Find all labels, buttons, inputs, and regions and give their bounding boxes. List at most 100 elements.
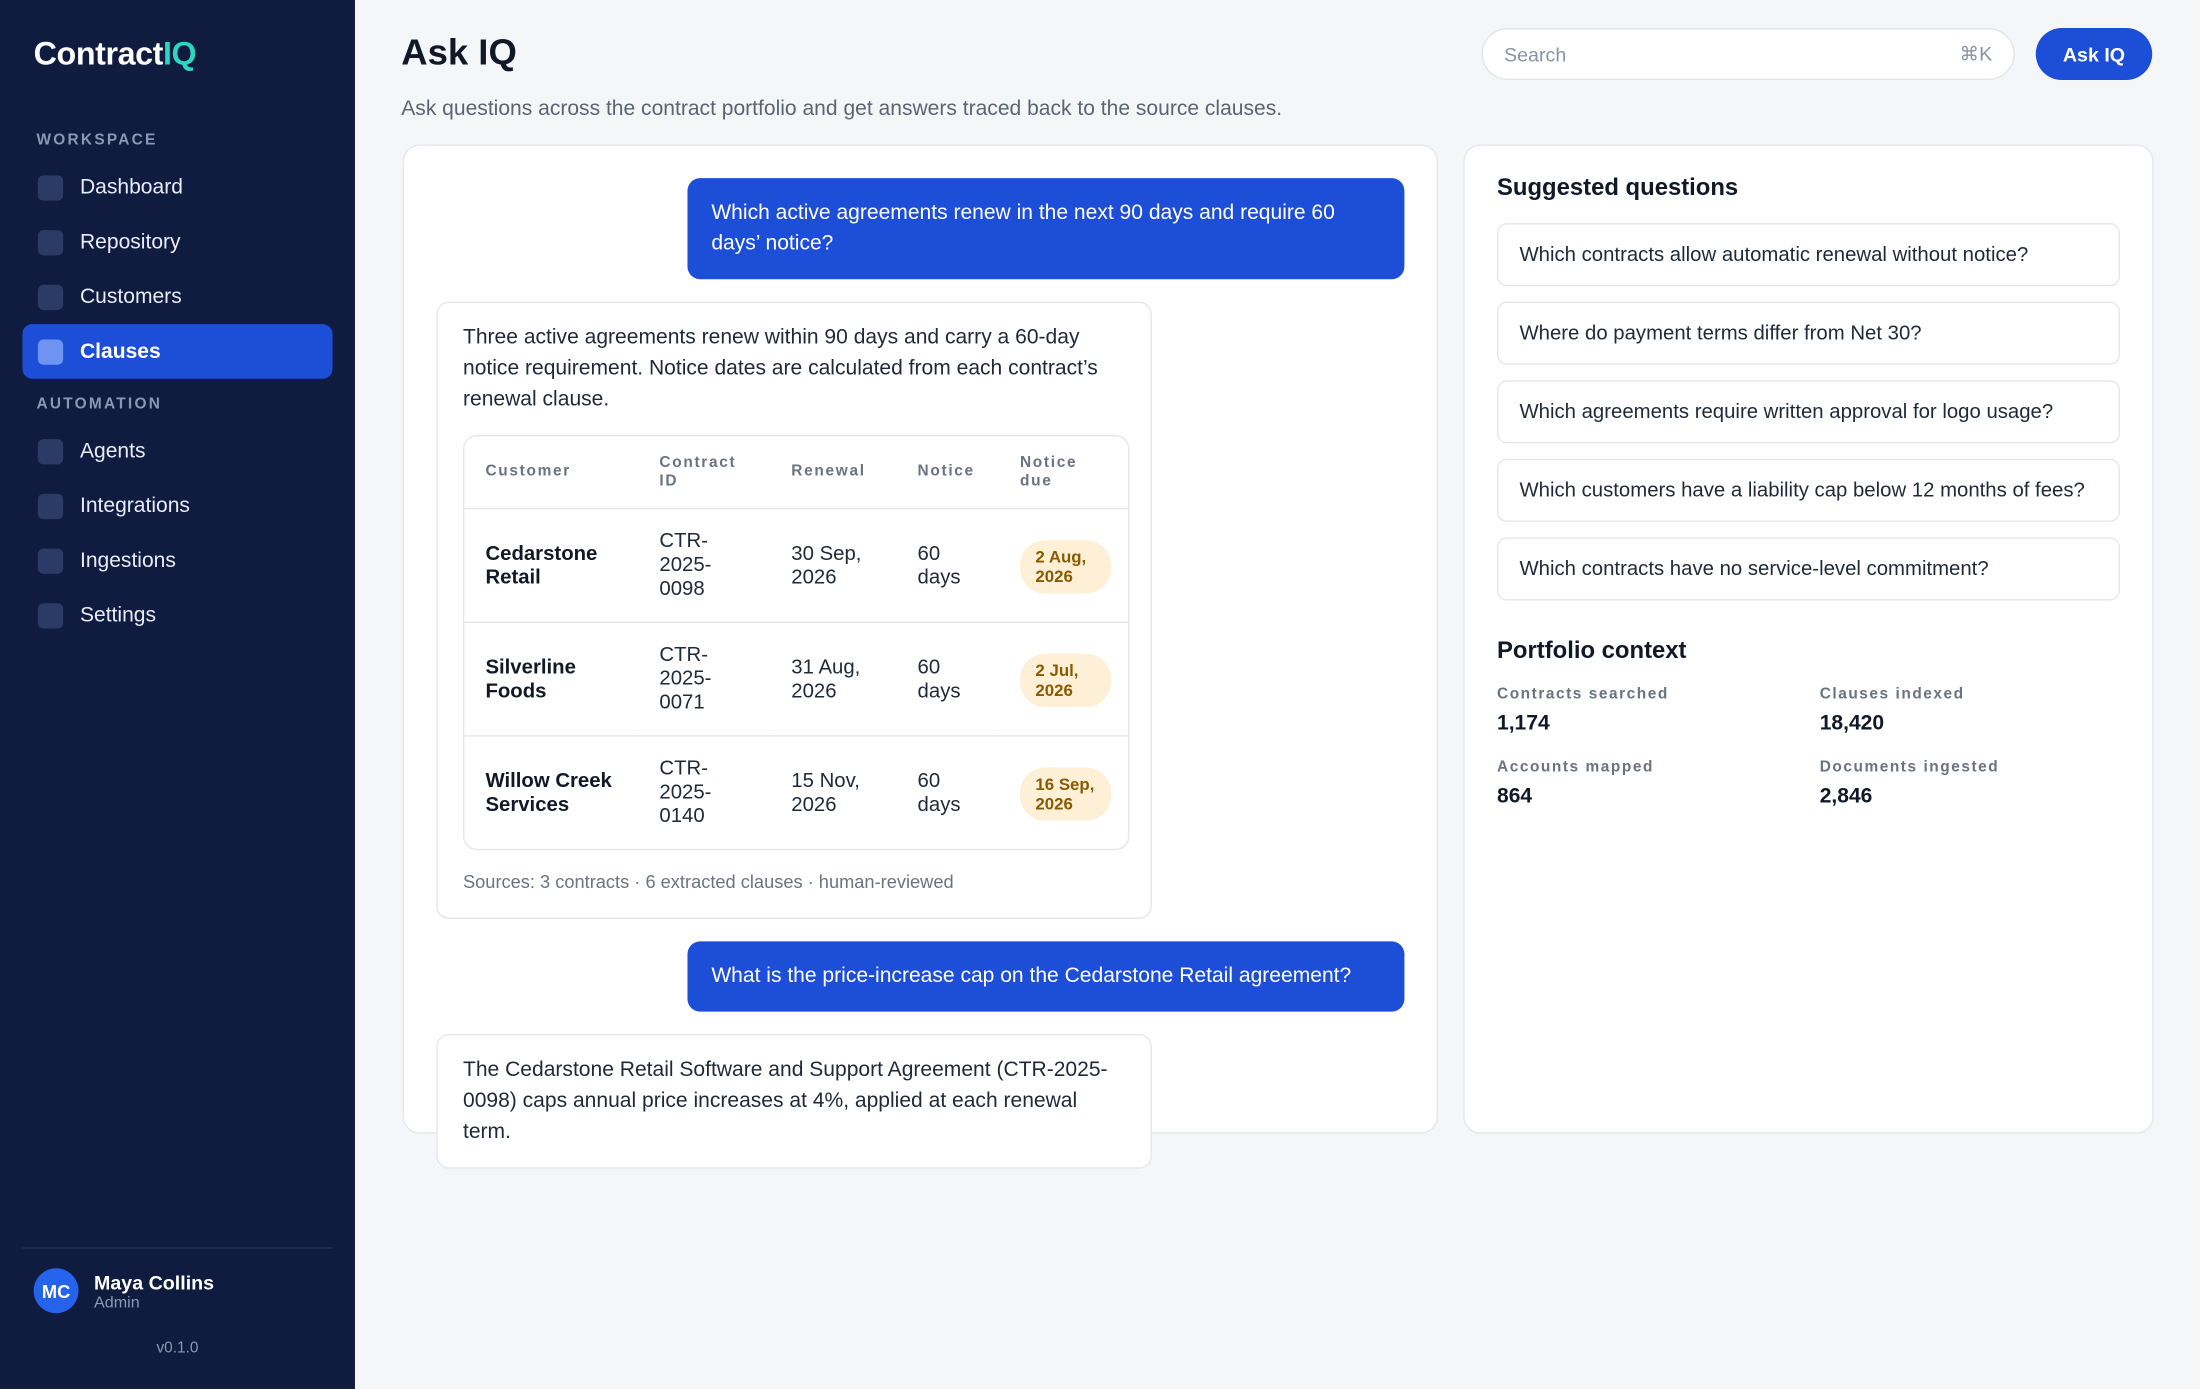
due-pill: 2 Jul, 2026: [1019, 653, 1112, 707]
stat: Documents ingested 2,846: [1820, 759, 2143, 808]
nav-icon: [37, 438, 64, 464]
suggested-question[interactable]: Which contracts allow automatic renewal …: [1497, 223, 2120, 287]
table-head: Customer Contract ID Renewal Notice Notice d…: [464, 436, 1129, 510]
nav-section-label: AUTOMATION: [36, 395, 163, 413]
stat-label: Accounts mapped: [1497, 759, 1654, 776]
suggested-question[interactable]: Which customers have a liability cap bel…: [1497, 458, 2120, 522]
assistant-message: Three active agreements renew within 90 …: [436, 301, 1152, 919]
chat-panel: Which active agreements renew in the nex…: [402, 144, 1439, 1169]
user-role: Admin: [94, 1294, 140, 1312]
nav-label: Customers: [79, 284, 182, 309]
stat-label: Contracts searched: [1497, 686, 1669, 703]
page-title: Ask IQ: [401, 30, 517, 73]
table-cell: 2 Aug, 2026: [998, 509, 1129, 623]
nav-item[interactable]: Settings: [22, 588, 332, 643]
suggested-list: Which contracts allow automatic renewal …: [1497, 223, 2120, 601]
nav-item[interactable]: Agents: [22, 424, 332, 479]
avatar[interactable]: MC: [33, 1268, 79, 1314]
nav-item[interactable]: Integrations: [22, 478, 332, 533]
table-cell: 2 Jul, 2026: [998, 623, 1129, 737]
nav-label: Agents: [79, 439, 146, 463]
column-header: Renewal: [770, 436, 897, 510]
table-cell: Silverline Foods: [464, 623, 639, 737]
portfolio-stats: Contracts searched 1,174 Clauses indexed 18…: [1497, 686, 2120, 808]
user-message: Which active agreements renew in the nex…: [687, 178, 1405, 280]
table-cell: 30 Sep, 2026: [770, 509, 897, 623]
user-name: Maya Collins: [94, 1271, 215, 1294]
stat: Contracts searched 1,174: [1497, 686, 1820, 735]
nav-icon: [37, 229, 64, 255]
nav-label: Integrations: [79, 493, 190, 518]
assistant-message: The Cedarstone Retail Software and Suppo…: [436, 1034, 1152, 1169]
column-header: Contract ID: [638, 436, 771, 510]
user-message: What is the price-increase cap on the Ce…: [687, 941, 1405, 1012]
brand-prefix: Contract: [33, 35, 164, 72]
nav-label: Settings: [79, 603, 157, 628]
nav-icon: [37, 547, 64, 574]
message-text: Which active agreements renew in the nex…: [711, 200, 1335, 256]
stat-value: 1,174: [1497, 711, 1550, 736]
nav-item[interactable]: Repository: [22, 215, 332, 270]
table-cell: CTR-2025-0071: [638, 623, 771, 737]
stat: Clauses indexed 18,420: [1820, 686, 2143, 735]
column-header: Notice: [896, 436, 999, 510]
nav-section: AUTOMATION Agents Integrations Ingestions Se…: [22, 387, 332, 642]
suggested-question[interactable]: Where do payment terms differ from Net 3…: [1497, 301, 2120, 365]
due-pill: 2 Aug, 2026: [1019, 539, 1112, 593]
column-header: Notice due: [998, 436, 1129, 510]
page-subtitle: Ask questions across the contract portfo…: [401, 96, 1283, 121]
suggested-question[interactable]: Which agreements require written approva…: [1497, 380, 2120, 444]
table-cell: 31 Aug, 2026: [770, 623, 897, 737]
sources: Sources: 3 contracts · 6 extracted claus…: [462, 871, 954, 893]
table-cell: Willow Creek Services: [485, 769, 612, 816]
portfolio-title: Portfolio context: [1497, 636, 1687, 664]
header-row: Customer Contract ID Renewal Notice Notice d…: [464, 436, 1129, 510]
nav-icon: [37, 338, 64, 365]
nav-section: WORKSPACE Dashboard Repository Customers Cla…: [22, 123, 333, 379]
table-cell: 16 Sep, 2026: [999, 737, 1128, 849]
nav-item[interactable]: Ingestions: [22, 533, 332, 588]
table-row: Silverline Foods CTR-2025-0071 31 Aug, 202…: [464, 623, 1129, 737]
search-shortcut: ⌘K: [1959, 42, 1993, 65]
stat-value: 2,846: [1819, 784, 1873, 809]
version: v0.1.0: [156, 1339, 199, 1357]
suggested-question[interactable]: Which contracts have no service-level co…: [1497, 537, 2120, 601]
ask-button[interactable]: Ask IQ: [2035, 28, 2153, 80]
side-panel: Suggested questions Which contracts allo…: [1463, 144, 2154, 1134]
nav-icon: [37, 493, 64, 519]
table-cell: 60 days: [896, 623, 999, 737]
nav-label: Ingestions: [79, 548, 176, 573]
nav-label: Clauses: [79, 339, 161, 364]
search-box[interactable]: Search ⌘K: [1481, 28, 2015, 80]
column-header: Customer: [464, 436, 639, 510]
table-cell: Cedarstone Retail: [464, 509, 639, 623]
table-cell: 15 Nov, 2026: [791, 769, 860, 816]
nav: WORKSPACE Dashboard Repository Customers Cla…: [22, 123, 333, 642]
message-text: Three active agreements renew within 90 …: [462, 325, 1098, 412]
table-body: Cedarstone Retail CTR-2025-0098 30 Sep, 20…: [464, 509, 1129, 849]
table-row: Willow Creek Services CTR-2025-0140 15 Nov…: [464, 737, 1128, 849]
sidebar: ContractIQ WORKSPACE Dashboard Repository C…: [0, 0, 355, 1389]
stat-label: Documents ingested: [1819, 759, 2000, 776]
nav-item[interactable]: Clauses: [22, 324, 333, 379]
nav-item[interactable]: Customers: [22, 269, 332, 324]
message-text: The Cedarstone Retail Software and Suppo…: [462, 1057, 1108, 1144]
table-row: Cedarstone Retail CTR-2025-0098 30 Sep, 20…: [464, 509, 1129, 623]
stat-value: 18,420: [1819, 711, 1885, 736]
divider: [22, 1247, 333, 1249]
nav-icon: [37, 602, 64, 628]
table-cell: 60 days: [896, 509, 999, 623]
stat-label: Clauses indexed: [1819, 686, 1965, 703]
table-cell: CTR-2025-0140: [659, 757, 712, 828]
due-pill: 16 Sep, 2026: [1019, 766, 1112, 821]
brand-suffix: IQ: [162, 35, 197, 72]
nav-label: Dashboard: [79, 175, 183, 200]
nav-section-label: WORKSPACE: [36, 131, 158, 149]
message-text: What is the price-increase cap on the Ce…: [711, 963, 1352, 988]
nav-item[interactable]: Dashboard: [22, 160, 332, 215]
nav-icon: [37, 174, 64, 200]
table-cell: CTR-2025-0098: [638, 509, 771, 623]
